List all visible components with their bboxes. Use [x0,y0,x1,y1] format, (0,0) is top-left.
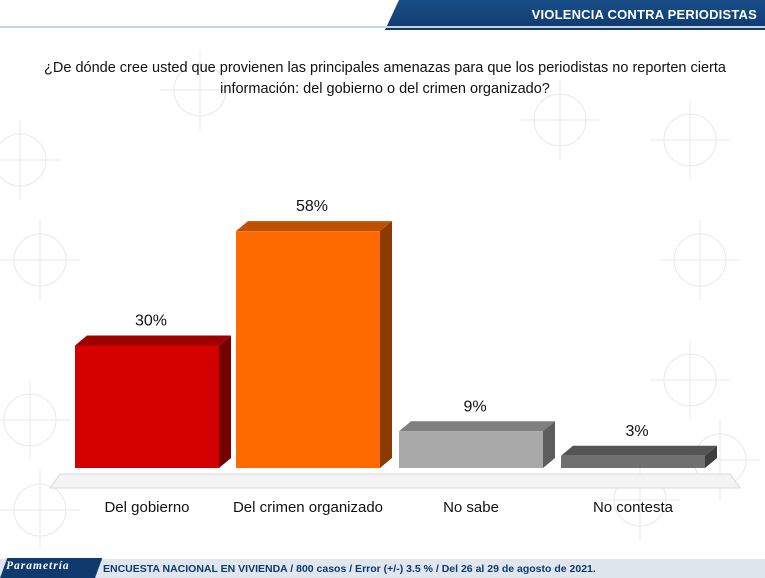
bar-side-face [543,421,555,468]
data-label: 3% [625,423,648,440]
data-label: 58% [296,198,328,215]
bar-no-sabe [399,421,555,468]
header-divider [0,26,765,28]
bar-front-face [561,455,705,468]
bar-front-face [399,431,543,468]
header-title: VIOLENCIA CONTRA PERIODISTAS [531,7,757,22]
bar-del-gobierno [75,335,231,468]
category-label: No sabe [443,499,499,516]
category-label: No contesta [593,499,674,516]
category-label: Del gobierno [104,499,189,516]
footer-note: ENCUESTA NACIONAL EN VIVIENDA / 800 caso… [103,563,596,575]
bar-top-face [561,445,717,456]
question-text: ¿De dónde cree usted que provienen las p… [44,60,726,97]
bar-front-face [75,345,219,468]
data-label: 9% [463,398,486,415]
bar-no-contesta [561,445,717,468]
bar-front-face [236,231,380,468]
bar-side-face [705,445,717,468]
bar-top-face [399,421,555,432]
footer-logo: Parametría [6,560,70,572]
footer-band [0,559,765,578]
bar-top-face [236,221,392,232]
category-label: Del crimen organizado [233,499,383,516]
bar-side-face [219,335,231,468]
bar-side-face [380,221,392,468]
chart-floor [49,473,741,489]
bar-del-crimen-organizado [236,221,392,468]
bar-top-face [75,335,231,346]
data-label: 30% [135,313,167,330]
